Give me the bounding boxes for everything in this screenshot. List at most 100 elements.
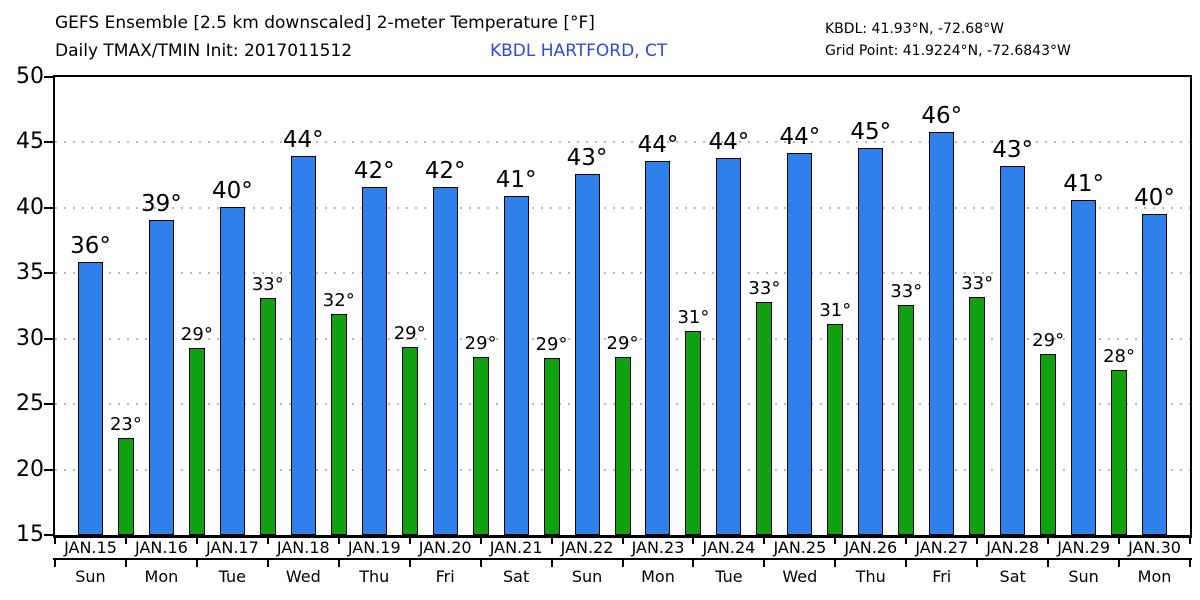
tmax-bar: [645, 160, 671, 535]
gridline-35: [55, 272, 1190, 275]
weekday-axis-tick: [54, 560, 56, 567]
gridline-45: [55, 141, 1190, 144]
x-axis-date-label: JAN.26: [844, 538, 898, 557]
x-axis-tick: [54, 538, 56, 544]
tmax-bar: [432, 186, 458, 535]
tmin-value-label: 33°: [890, 280, 923, 302]
x-axis-date-label: JAN.18: [276, 538, 330, 557]
x-axis-date-label: JAN.21: [489, 538, 543, 557]
tmin-bar: [472, 357, 489, 535]
tmax-value-label: 44°: [282, 126, 324, 153]
tmax-value-label: 42°: [424, 157, 466, 184]
x-axis-tick: [195, 538, 198, 544]
chart-title: GEFS Ensemble [2.5 km downscaled] 2-mete…: [55, 13, 595, 33]
x-axis-tick: [976, 538, 979, 544]
y-axis-label: 40: [16, 194, 44, 220]
x-axis-tick: [124, 538, 127, 544]
y-axis-tick: [44, 272, 53, 275]
x-axis-tick: [692, 538, 695, 544]
tmax-bar: [290, 155, 316, 535]
tmax-bar: [361, 186, 387, 535]
y-axis-label: 20: [16, 456, 44, 482]
tmin-value-label: 31°: [819, 300, 852, 322]
tmin-bar: [543, 358, 560, 535]
tmax-bar: [1071, 200, 1097, 535]
tmax-bar: [929, 131, 955, 535]
x-axis-day-label: Fri: [932, 567, 952, 586]
weekday-axis-line: [53, 558, 1192, 560]
x-axis-date-label: JAN.15: [64, 538, 117, 557]
weekday-axis-tick: [479, 560, 482, 567]
station-name: KBDL HARTFORD, CT: [490, 41, 668, 61]
tmin-value-label: 32°: [322, 289, 355, 311]
y-axis-label: 30: [16, 325, 44, 351]
tmin-bar: [188, 347, 205, 535]
x-axis-date-label: JAN.30: [1128, 538, 1181, 557]
x-axis-day-label: Sat: [999, 567, 1026, 586]
tmin-bar: [1111, 370, 1128, 535]
x-axis-date-label: JAN.24: [702, 538, 756, 557]
tmax-value-label: 39°: [141, 190, 182, 217]
y-axis-tick: [44, 141, 53, 144]
tmax-value-label: 46°: [921, 102, 963, 129]
x-axis-day-label: Mon: [1137, 567, 1172, 586]
x-axis-day-label: Tue: [218, 567, 247, 586]
tmax-value-label: 40°: [211, 177, 253, 204]
x-axis-day-label: Fri: [435, 567, 455, 586]
tmax-value-label: 36°: [70, 232, 111, 259]
tmin-value-label: 29°: [393, 322, 426, 344]
tmin-bar: [117, 438, 134, 535]
weekday-axis-tick: [621, 560, 624, 567]
x-axis-day-label: Tue: [715, 567, 743, 586]
tmin-value-label: 29°: [606, 333, 639, 355]
x-axis-day-label: Sun: [1068, 567, 1099, 586]
weekday-axis-tick: [1047, 560, 1050, 567]
tmin-bar: [259, 298, 276, 535]
tmin-bar: [969, 296, 986, 535]
tmax-value-label: 44°: [637, 131, 679, 158]
weekday-axis-tick: [337, 560, 340, 567]
y-axis-tick: [44, 76, 53, 78]
x-axis-tick: [337, 538, 340, 544]
x-axis-tick: [1189, 538, 1191, 544]
y-axis-tick: [44, 534, 53, 536]
x-axis-day-label: Wed: [285, 567, 321, 586]
x-axis-date-label: JAN.20: [418, 538, 472, 557]
tmin-value-label: 29°: [464, 333, 497, 355]
x-axis-date-label: JAN.25: [773, 538, 827, 557]
tmax-value-label: 41°: [495, 167, 537, 194]
tmax-bar: [77, 261, 103, 535]
x-axis-day-label: Sun: [75, 567, 106, 586]
tmax-bar: [1000, 165, 1026, 535]
x-axis-day-label: Sat: [502, 567, 530, 586]
weekday-axis-tick: [905, 560, 908, 567]
y-axis-tick: [44, 337, 53, 340]
y-axis-label: 15: [16, 522, 44, 547]
plot-area: 36° 39° 40° 44° 42° 42° 41° 43° 44° 44° 44° 45° 46° 4…: [53, 75, 1192, 538]
tmin-value-label: 33°: [961, 272, 994, 294]
y-axis-tick: [44, 206, 53, 209]
x-axis-date-label: JAN.19: [347, 538, 401, 557]
station-coordinates: KBDL: 41.93°N, -72.68°W: [825, 21, 1004, 37]
weekday-axis-tick: [1118, 560, 1121, 567]
x-axis-tick: [905, 538, 908, 544]
x-axis-date-label: JAN.16: [135, 538, 188, 557]
tmax-value-label: 45°: [850, 118, 892, 145]
x-axis-date-label: JAN.29: [1057, 538, 1110, 557]
tmin-bar: [401, 346, 418, 535]
tmax-bar: [219, 206, 245, 535]
gridline-30: [55, 337, 1190, 340]
tmin-value-label: 33°: [251, 274, 284, 296]
tmin-value-label: 29°: [180, 323, 213, 345]
x-axis-tick: [479, 538, 482, 544]
tmax-bar: [503, 196, 529, 535]
x-axis-date-label: JAN.28: [986, 538, 1040, 557]
x-axis-tick: [408, 538, 411, 544]
x-axis-date-label: JAN.27: [915, 538, 969, 557]
x-axis-tick: [550, 538, 553, 544]
tmin-bar: [614, 357, 631, 535]
x-axis-date-label: JAN.23: [631, 538, 685, 557]
tmax-value-label: 43°: [992, 136, 1034, 163]
tmax-bar: [787, 152, 813, 535]
